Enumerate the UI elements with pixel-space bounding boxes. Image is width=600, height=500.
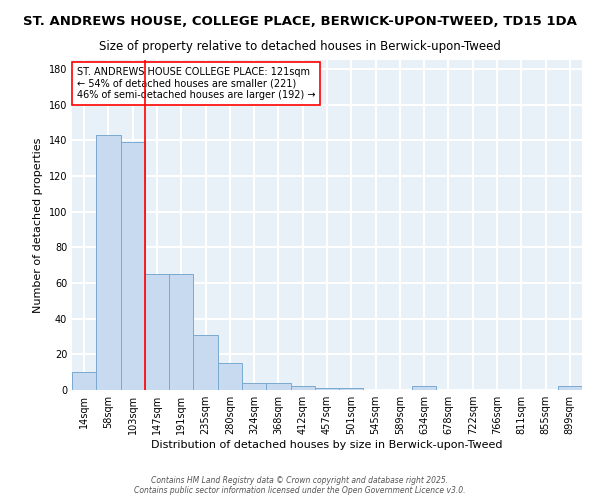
Bar — [339, 388, 364, 390]
Bar — [96, 135, 121, 390]
Text: ST. ANDREWS HOUSE, COLLEGE PLACE, BERWICK-UPON-TWEED, TD15 1DA: ST. ANDREWS HOUSE, COLLEGE PLACE, BERWIC… — [23, 15, 577, 28]
Bar — [412, 386, 436, 390]
Text: Contains HM Land Registry data © Crown copyright and database right 2025.
Contai: Contains HM Land Registry data © Crown c… — [134, 476, 466, 495]
Bar — [558, 386, 582, 390]
Bar — [242, 383, 266, 390]
Bar — [193, 334, 218, 390]
Text: ST. ANDREWS HOUSE COLLEGE PLACE: 121sqm
← 54% of detached houses are smaller (22: ST. ANDREWS HOUSE COLLEGE PLACE: 121sqm … — [77, 66, 316, 100]
Bar — [169, 274, 193, 390]
Bar — [145, 274, 169, 390]
Bar — [290, 386, 315, 390]
Bar — [315, 388, 339, 390]
Bar — [218, 363, 242, 390]
Y-axis label: Number of detached properties: Number of detached properties — [33, 138, 43, 312]
Text: Size of property relative to detached houses in Berwick-upon-Tweed: Size of property relative to detached ho… — [99, 40, 501, 53]
Bar — [72, 372, 96, 390]
Bar — [266, 383, 290, 390]
Bar — [121, 142, 145, 390]
X-axis label: Distribution of detached houses by size in Berwick-upon-Tweed: Distribution of detached houses by size … — [151, 440, 503, 450]
